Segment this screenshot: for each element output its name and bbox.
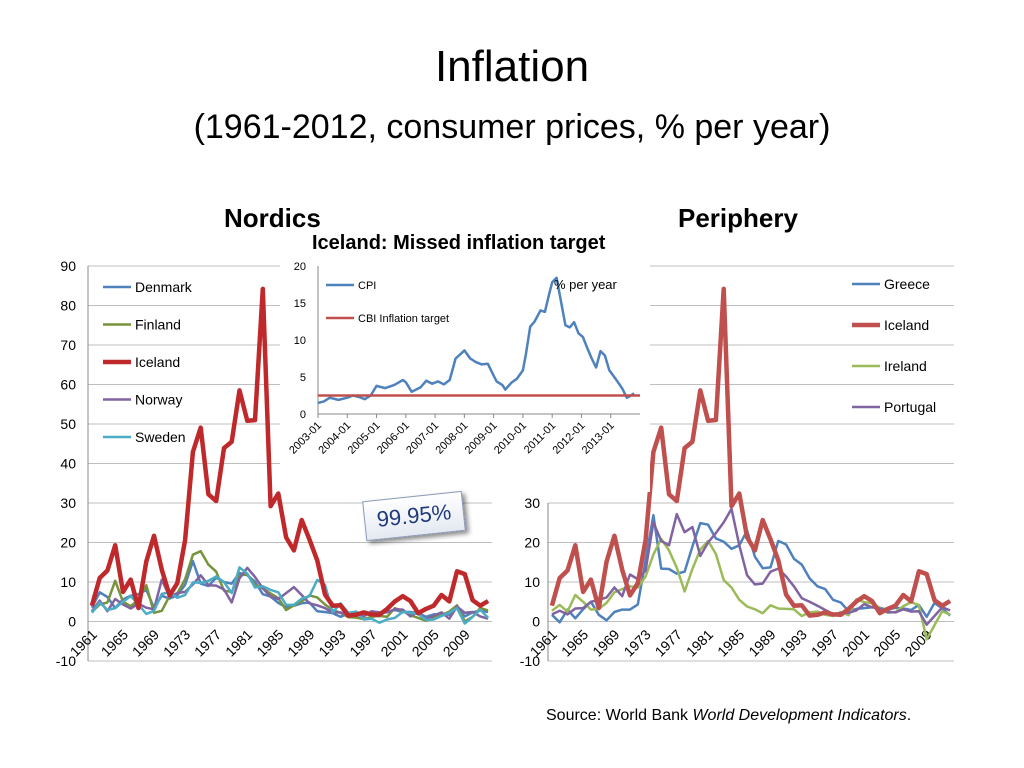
- nordics-series-line-finland: [91, 549, 489, 623]
- inset-title: Iceland: Missed inflation target: [312, 232, 606, 254]
- periphery-x-tick-label: 1989: [745, 626, 778, 659]
- source-note: Source: World Bank World Development Ind…: [546, 707, 911, 725]
- nordics-legend-label: Finland: [135, 317, 181, 333]
- nordics-legend-label: Iceland: [135, 354, 180, 370]
- nordics-x-tick-label: 1993: [315, 626, 348, 659]
- inset-y-tick-label: 15: [294, 298, 306, 310]
- inset-series-line-cpi: [317, 276, 635, 405]
- nordics-x-tick-label: 2001: [377, 626, 410, 659]
- periphery-x-tick-label: 1969: [589, 626, 622, 659]
- periphery-y-tick-label: 10: [524, 574, 540, 590]
- inset-y-tick-label: 10: [294, 335, 306, 347]
- periphery-y-tick-label: 0: [532, 614, 540, 630]
- nordics-y-tick-label: 50: [60, 416, 76, 432]
- nordics-series-line-iceland: [89, 286, 490, 618]
- periphery-x-tick-label: 1997: [808, 626, 841, 659]
- periphery-x-tick-label: 1973: [620, 626, 653, 659]
- periphery-x-tick-label: 1977: [652, 626, 685, 659]
- nordics-legend-label: Denmark: [135, 279, 193, 295]
- nordics-x-tick-label: 1965: [98, 626, 131, 659]
- nordics-heading: Nordics: [224, 203, 321, 233]
- inset-y-tick-label: 20: [294, 261, 306, 273]
- periphery-y-tick-label: 20: [524, 535, 540, 551]
- nordics-y-tick-label: 30: [60, 495, 76, 511]
- slide-subtitle: (1961-2012, consumer prices, % per year): [193, 108, 831, 146]
- nordics-y-tick-label: 10: [60, 574, 76, 590]
- periphery-x-tick-label: 2001: [839, 626, 872, 659]
- inset-legend-label: CBI Inflation target: [358, 313, 449, 325]
- source-italic: World Development Indicators: [692, 707, 907, 724]
- nordics-legend-label: Sweden: [135, 429, 186, 445]
- nordics-x-tick-label: 1981: [222, 626, 255, 659]
- nordics-x-tick-label: 1997: [346, 626, 379, 659]
- nordics-y-tick-label: -10: [56, 653, 76, 669]
- inset-y-tick-label: 0: [300, 409, 306, 421]
- nordics-y-tick-label: 40: [60, 456, 76, 472]
- periphery-legend-label: Ireland: [884, 358, 927, 374]
- periphery-x-tick-label: 1981: [683, 626, 716, 659]
- periphery-legend-label: Portugal: [884, 399, 936, 415]
- inset-background: [280, 256, 650, 492]
- source-suffix: .: [906, 707, 912, 724]
- nordics-y-tick-label: 60: [60, 377, 76, 393]
- nordics-legend-label: Norway: [135, 392, 182, 408]
- periphery-x-tick-label: 2005: [870, 626, 903, 659]
- periphery-heading: Periphery: [678, 203, 798, 233]
- nordics-y-tick-label: 80: [60, 298, 76, 314]
- nordics-y-tick-label: 90: [60, 258, 76, 274]
- nordics-y-tick-label: 70: [60, 337, 76, 353]
- nordics-x-tick-label: 1977: [191, 626, 224, 659]
- slide-title: Inflation: [434, 42, 590, 91]
- periphery-legend-label: Greece: [884, 276, 930, 292]
- nordics-x-tick-label: 1969: [129, 626, 162, 659]
- nordics-x-tick-label: 2009: [440, 626, 473, 659]
- periphery-y-tick-label: -10: [520, 653, 540, 669]
- periphery-series-line-iceland: [549, 286, 952, 618]
- nordics-y-tick-label: 0: [68, 614, 76, 630]
- periphery-legend-label: Iceland: [884, 317, 929, 333]
- nordics-x-tick-label: 1989: [284, 626, 317, 659]
- inset-y-tick-label: 5: [300, 372, 306, 384]
- inset-chart: 051015202003-012004-012005-012006-012007…: [280, 256, 650, 492]
- nordics-y-tick-label: 20: [60, 535, 76, 551]
- source-prefix: Source: World Bank: [546, 707, 693, 724]
- periphery-x-tick-label: 1985: [714, 626, 747, 659]
- nordics-x-tick-label: 1973: [160, 626, 193, 659]
- nordics-x-tick-label: 1985: [253, 626, 286, 659]
- periphery-x-tick-label: 1993: [777, 626, 810, 659]
- inset-annotation: % per year: [554, 277, 618, 292]
- periphery-x-tick-label: 1961: [527, 626, 560, 659]
- periphery-x-tick-label: 1965: [558, 626, 591, 659]
- nordics-x-tick-label: 1961: [67, 626, 100, 659]
- nordics-chart: -100102030405060708090196119651969197319…: [56, 258, 492, 669]
- inset-legend-label: CPI: [358, 280, 376, 292]
- periphery-y-tick-label: 30: [524, 495, 540, 511]
- nordics-x-tick-label: 2005: [409, 626, 442, 659]
- nordics-series-line-sweden: [90, 566, 490, 625]
